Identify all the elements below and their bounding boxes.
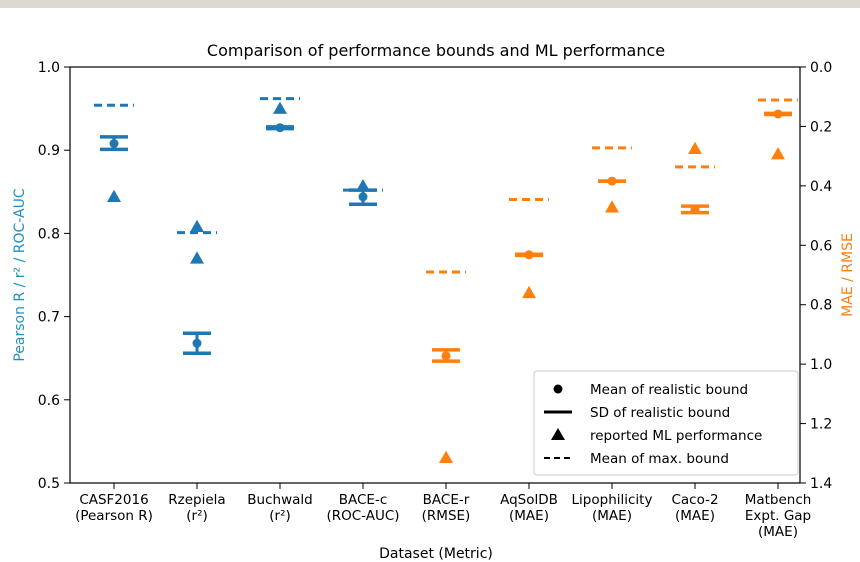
ml-performance-triangle: [356, 178, 370, 192]
mean-point: [192, 338, 202, 348]
x-tick-label: Expt. Gap: [745, 508, 811, 524]
ml-performance-triangle: [605, 200, 619, 213]
right-tick-label: 0.2: [810, 119, 832, 135]
right-tick-label: 0.8: [810, 298, 832, 314]
mean-point: [358, 192, 368, 202]
x-tick-label: (r²): [269, 508, 291, 524]
x-axis: CASF2016(Pearson R)Rzepiela(r²)Buchwald(…: [75, 483, 811, 540]
left-tick-label: 0.7: [38, 310, 60, 326]
mean-point: [275, 123, 285, 133]
plot-border: [69, 66, 801, 484]
legend-label: reported ML performance: [590, 428, 762, 444]
legend-label: Mean of realistic bound: [590, 382, 748, 398]
ml-performance-triangle: [190, 219, 204, 232]
legend-circle-marker: [553, 384, 563, 394]
right-tick-label: 0.6: [810, 238, 832, 254]
x-tick-label: (Pearson R): [75, 508, 153, 524]
right-axis-label: MAE / RMSE: [840, 233, 856, 317]
right-tick-label: 1.4: [810, 476, 832, 492]
x-tick-label: (MAE): [675, 508, 715, 524]
x-tick-label: Matbench: [745, 492, 812, 508]
mean-point: [607, 176, 617, 186]
left-y-axis: 1.0 0.9 0.8 0.7 0.6 0.5: [38, 60, 70, 492]
x-tick-label: (MAE): [509, 508, 549, 524]
mean-point: [109, 139, 119, 149]
x-tick-label: Caco-2: [671, 492, 718, 508]
x-tick-label: Buchwald: [247, 492, 312, 508]
ml-performance-triangle: [771, 147, 785, 160]
chart-title: Comparison of performance bounds and ML …: [207, 41, 665, 60]
mean-point: [524, 250, 534, 260]
legend: Mean of realistic bound SD of realistic b…: [533, 370, 799, 476]
ml-performance-triangle: [522, 285, 536, 299]
ml-performance-triangle: [688, 141, 702, 154]
right-y-axis: 0.0 0.2 0.4 0.6 0.8 1.0 1.2 1.4: [800, 60, 832, 492]
mean-point: [690, 205, 700, 215]
x-tick-label: AqSolDB: [500, 492, 558, 508]
x-tick-label: Rzepiela: [168, 492, 225, 508]
chart-marks: [94, 97, 798, 463]
ml-performance-triangle: [190, 251, 204, 264]
x-tick-label: BACE-c: [339, 492, 388, 508]
x-tick-label: (MAE): [592, 508, 632, 524]
x-tick-label: BACE-r: [423, 492, 470, 508]
mean-point: [441, 351, 451, 361]
ml-performance-triangle: [439, 450, 453, 463]
x-tick-label: (r²): [186, 508, 208, 524]
ml-performance-triangle: [273, 101, 287, 114]
ml-performance-triangle: [107, 189, 121, 203]
right-tick-label: 1.0: [810, 357, 832, 373]
left-tick-label: 0.5: [38, 476, 60, 492]
legend-box: [533, 370, 799, 476]
x-tick-label: Lipophilicity: [572, 492, 653, 508]
top-border-bar: [0, 0, 860, 8]
right-tick-label: 0.0: [810, 60, 832, 76]
legend-label: Mean of max. bound: [590, 451, 729, 467]
left-tick-label: 0.9: [38, 143, 60, 159]
left-tick-label: 0.6: [38, 393, 60, 409]
x-tick-label: (RMSE): [422, 508, 471, 524]
left-tick-label: 0.8: [38, 226, 60, 242]
x-tick-label: (ROC-AUC): [326, 508, 399, 524]
x-tick-label: CASF2016: [79, 492, 148, 508]
mean-point: [773, 109, 783, 119]
right-tick-label: 0.4: [810, 179, 832, 195]
legend-triangle-marker: [551, 428, 565, 440]
left-axis-label: Pearson R / r² / ROC-AUC: [12, 188, 28, 361]
left-tick-label: 1.0: [38, 60, 60, 76]
x-tick-label: (MAE): [758, 524, 798, 540]
x-axis-label: Dataset (Metric): [379, 546, 493, 562]
plot-frame: [69, 66, 801, 484]
legend-label: SD of realistic bound: [590, 405, 730, 421]
right-tick-label: 1.2: [810, 417, 832, 433]
